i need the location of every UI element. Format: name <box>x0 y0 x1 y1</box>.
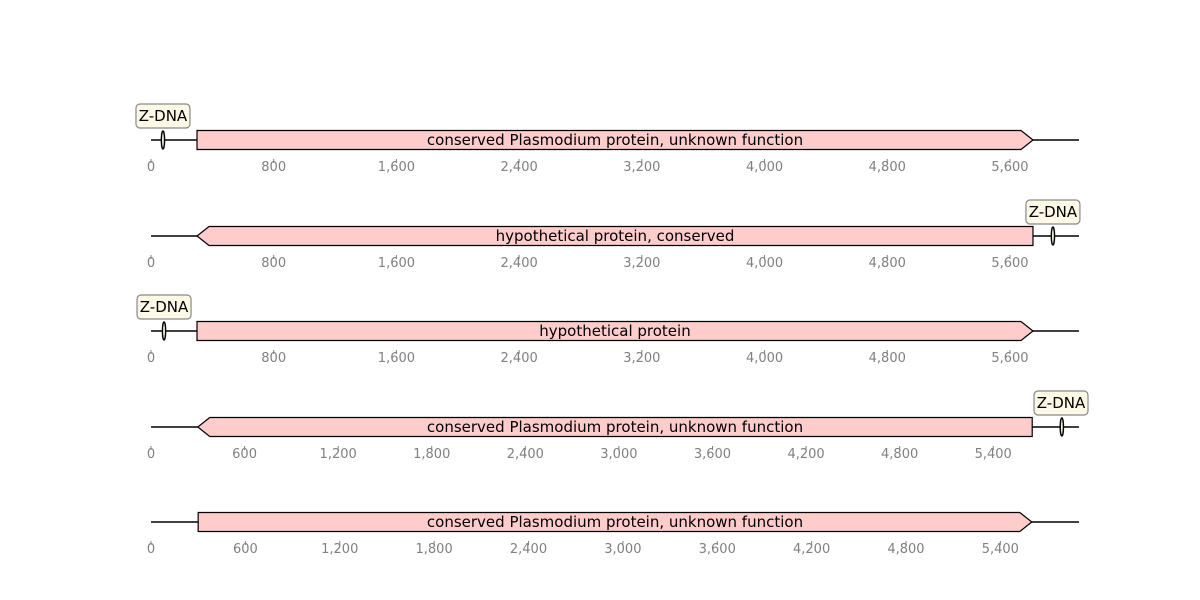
axis-tick-label: 0 <box>147 256 155 271</box>
feature-label-box <box>1033 390 1089 416</box>
axis-tick-label: 5,600 <box>991 160 1028 175</box>
axis-tick-label: 4,000 <box>746 256 783 271</box>
gene-label: conserved Plasmodium protein, unknown fu… <box>427 131 803 149</box>
axis-tick-label: 5,600 <box>991 351 1028 366</box>
track-1: 0 800 1,600 2,400 3,200 4,000 4,800 5,600 conser… <box>135 103 1079 175</box>
axis-tick-label: 0 <box>147 447 155 462</box>
axis-tick-label: 0 <box>147 542 155 557</box>
axis-tick-label: 2,400 <box>501 351 538 366</box>
axis-tick-label: 3,200 <box>623 351 660 366</box>
axis-tick-label: 2,400 <box>510 542 547 557</box>
axis-tick-label: 2,400 <box>501 256 538 271</box>
feature-label: Z-DNA <box>140 298 189 316</box>
gene-arrow <box>196 416 1033 438</box>
track-5: 0 600 1,200 1,800 2,400 3,000 3,600 4,200 4,800 5… <box>147 511 1079 557</box>
axis-tick-label: 4,800 <box>881 447 918 462</box>
gene-arrow <box>196 129 1034 151</box>
gene-label: hypothetical protein <box>539 322 690 340</box>
axis-tick-label: 4,200 <box>793 542 830 557</box>
axis-tick-label: 3,600 <box>694 447 731 462</box>
gene-label: conserved Plasmodium protein, unknown fu… <box>427 418 803 436</box>
gene-label: hypothetical protein, conserved <box>496 227 735 245</box>
axis-tick-label: 3,000 <box>600 447 637 462</box>
gene-arrow <box>196 320 1034 342</box>
gene-label: conserved Plasmodium protein, unknown fu… <box>427 513 803 531</box>
axis-tick-label: 1,800 <box>416 542 453 557</box>
axis-tick-label: 1,200 <box>320 447 357 462</box>
axis-tick-label: 1,200 <box>321 542 358 557</box>
axis-tick-label: 1,600 <box>378 351 415 366</box>
axis-tick-label: 4,000 <box>746 160 783 175</box>
axis-tick-label: 3,200 <box>623 256 660 271</box>
z-dna-marker <box>1050 226 1056 246</box>
feature-label-box <box>135 103 191 129</box>
gene-arrow <box>196 225 1034 247</box>
axis-tick-label: 1,600 <box>378 160 415 175</box>
z-dna-marker <box>1059 417 1065 437</box>
axis-tick-label: 0 <box>147 351 155 366</box>
axis-tick-label: 5,400 <box>982 542 1019 557</box>
axis-tick-label: 800 <box>261 160 286 175</box>
axis-tick-label: 2,400 <box>507 447 544 462</box>
feature-label: Z-DNA <box>139 107 188 125</box>
feature-label: Z-DNA <box>1029 203 1078 221</box>
axis-tick-label: 3,200 <box>623 160 660 175</box>
axis-tick-label: 4,000 <box>746 351 783 366</box>
axis-tick-label: 4,800 <box>869 351 906 366</box>
gene-arrow <box>197 511 1033 533</box>
z-dna-marker <box>161 321 167 341</box>
axis-tick-label: 3,000 <box>604 542 641 557</box>
axis-tick-label: 1,600 <box>378 256 415 271</box>
axis-tick-label: 3,600 <box>699 542 736 557</box>
axis-tick-label: 4,800 <box>869 160 906 175</box>
axis-tick-label: 0 <box>147 160 155 175</box>
axis-tick-label: 600 <box>232 447 257 462</box>
track-3: 0 800 1,600 2,400 3,200 4,000 4,800 5,600 hypoth… <box>136 294 1079 366</box>
axis-tick-label: 600 <box>233 542 258 557</box>
track-2: 0 800 1,600 2,400 3,200 4,000 4,800 5,600 hypoth… <box>147 199 1081 271</box>
feature-label-box <box>1025 199 1081 225</box>
axis-tick-label: 2,400 <box>501 160 538 175</box>
axis-tick-label: 1,800 <box>413 447 450 462</box>
axis-tick-label: 4,200 <box>787 447 824 462</box>
axis-tick-label: 5,600 <box>991 256 1028 271</box>
track-4: 0 600 1,200 1,800 2,400 3,000 3,600 4,200 4,800 5… <box>147 390 1089 462</box>
feature-label: Z-DNA <box>1037 394 1086 412</box>
axis-tick-label: 800 <box>261 351 286 366</box>
z-dna-marker <box>160 130 166 150</box>
axis-tick-label: 4,800 <box>887 542 924 557</box>
axis-tick-label: 4,800 <box>869 256 906 271</box>
feature-label-box <box>136 294 192 320</box>
axis-tick-label: 5,400 <box>975 447 1012 462</box>
axis-tick-label: 800 <box>261 256 286 271</box>
